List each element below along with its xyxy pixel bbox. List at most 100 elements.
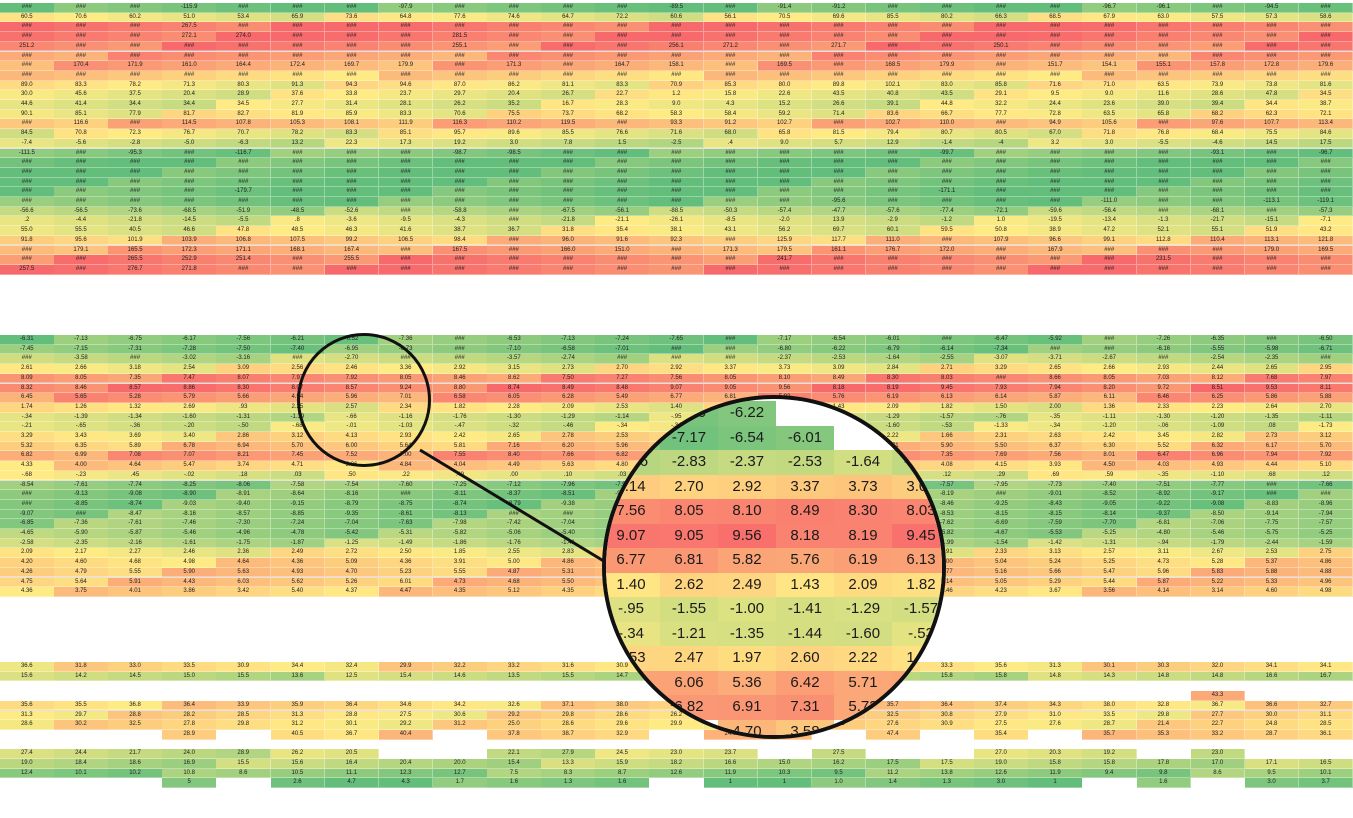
table-cell[interactable]: 6.96 xyxy=(1190,451,1246,462)
table-cell[interactable]: 172.0 xyxy=(920,245,975,256)
table-cell[interactable]: 22.7 xyxy=(595,90,650,100)
table-cell[interactable] xyxy=(162,691,217,701)
table-cell[interactable]: 55.0 xyxy=(0,226,55,236)
table-cell[interactable]: 168.5 xyxy=(865,61,921,71)
table-cell[interactable]: 28.5 xyxy=(1298,720,1353,730)
table-cell[interactable] xyxy=(1082,681,1137,692)
table-cell[interactable]: ### xyxy=(270,264,326,275)
table-cell[interactable]: 8.46 xyxy=(432,373,488,384)
table-cell[interactable]: 15.6 xyxy=(270,759,326,769)
table-cell[interactable]: -116.7 xyxy=(216,148,272,159)
table-cell[interactable]: 76.6 xyxy=(595,129,650,139)
table-cell[interactable] xyxy=(108,729,163,740)
table-cell[interactable]: 8.05 xyxy=(1082,373,1137,384)
table-cell[interactable]: 2.00 xyxy=(1028,402,1083,413)
table-cell[interactable]: -1.31 xyxy=(216,412,272,423)
table-cell[interactable]: -7.95 xyxy=(974,480,1029,491)
table-cell[interactable]: -6.3 xyxy=(216,138,272,149)
table-cell[interactable]: ### xyxy=(378,41,434,52)
table-cell[interactable]: 15.5 xyxy=(216,759,272,769)
table-cell[interactable]: 5.37 xyxy=(1244,558,1300,568)
table-cell[interactable]: -3.02 xyxy=(162,354,217,365)
table-cell[interactable]: -89.5 xyxy=(649,3,705,13)
table-cell[interactable]: 58.4 xyxy=(703,109,759,120)
table-cell[interactable]: -8.11 xyxy=(432,490,488,500)
table-cell[interactable]: 27.4 xyxy=(0,749,55,759)
table-cell[interactable]: -7.30 xyxy=(216,519,272,529)
table-cell[interactable]: 65.8 xyxy=(757,129,813,139)
table-cell[interactable]: ### xyxy=(541,3,596,13)
table-cell[interactable]: ### xyxy=(432,167,488,178)
table-cell[interactable]: 65.8 xyxy=(1136,109,1192,120)
table-cell[interactable]: ### xyxy=(1298,354,1353,365)
table-cell[interactable]: 93.3 xyxy=(649,119,705,130)
table-cell[interactable] xyxy=(378,749,434,759)
table-cell[interactable] xyxy=(270,681,326,692)
table-cell[interactable]: 2.73 xyxy=(541,364,596,374)
table-cell[interactable]: 5.09 xyxy=(324,558,380,568)
table-cell[interactable]: 73.9 xyxy=(1190,80,1246,91)
table-cell[interactable]: -9.03 xyxy=(162,499,217,510)
table-cell[interactable]: 31.3 xyxy=(1028,662,1083,672)
table-cell[interactable]: ### xyxy=(703,148,759,159)
table-cell[interactable]: 89.6 xyxy=(487,129,542,139)
table-cell[interactable]: ### xyxy=(541,197,596,207)
table-cell[interactable]: ### xyxy=(1028,70,1083,81)
table-cell[interactable]: 10.5 xyxy=(270,768,326,779)
table-cell[interactable]: ### xyxy=(974,70,1029,81)
table-cell[interactable]: 60.2 xyxy=(108,12,163,23)
table-cell[interactable]: -8.85 xyxy=(270,509,326,520)
table-cell[interactable]: ### xyxy=(1082,177,1137,188)
table-cell[interactable]: -8.14 xyxy=(1082,509,1137,520)
table-cell[interactable]: ### xyxy=(162,70,217,81)
table-cell[interactable] xyxy=(54,691,109,701)
table-cell[interactable]: -88.5 xyxy=(649,206,705,217)
table-cell[interactable]: 5.62 xyxy=(270,577,326,588)
table-cell[interactable]: ### xyxy=(541,41,596,52)
table-cell[interactable]: ### xyxy=(108,3,163,13)
table-cell[interactable]: ### xyxy=(595,158,650,168)
table-cell[interactable]: 17.0 xyxy=(1190,759,1246,769)
table-cell[interactable] xyxy=(487,739,542,750)
table-cell[interactable]: 3.43 xyxy=(54,432,109,442)
table-cell[interactable] xyxy=(1136,739,1192,750)
table-cell[interactable]: 28.8 xyxy=(108,710,163,721)
table-cell[interactable]: 59.2 xyxy=(757,109,813,120)
table-cell[interactable]: ### xyxy=(974,373,1029,384)
table-cell[interactable]: ### xyxy=(1190,32,1246,42)
table-cell[interactable] xyxy=(1190,739,1246,750)
table-cell[interactable]: -56.4 xyxy=(1082,206,1137,217)
table-cell[interactable]: 3.14 xyxy=(1190,587,1246,597)
table-cell[interactable]: 6.99 xyxy=(54,451,109,462)
table-cell[interactable]: 1.82 xyxy=(920,402,975,413)
table-cell[interactable]: -1.29 xyxy=(541,412,596,423)
table-cell[interactable]: 8.49 xyxy=(811,373,867,384)
table-cell[interactable]: -5.5 xyxy=(216,216,272,227)
table-cell[interactable]: -21.1 xyxy=(595,216,650,227)
table-cell[interactable]: ### xyxy=(649,158,705,168)
table-cell[interactable]: -50.3 xyxy=(703,206,759,217)
table-cell[interactable]: ### xyxy=(595,32,650,42)
table-cell[interactable]: 179.6 xyxy=(1298,61,1353,71)
table-cell[interactable] xyxy=(1028,681,1083,692)
table-cell[interactable]: ### xyxy=(595,264,650,275)
table-cell[interactable]: 2.83 xyxy=(541,548,596,559)
table-cell[interactable]: 8.30 xyxy=(216,383,272,394)
table-cell[interactable]: 113.4 xyxy=(1298,119,1353,130)
table-cell[interactable]: 30.2 xyxy=(54,720,109,730)
table-cell[interactable]: -2.0 xyxy=(757,216,813,227)
table-cell[interactable]: ### xyxy=(432,255,488,265)
table-cell[interactable]: 1 xyxy=(757,778,813,789)
table-cell[interactable]: -7.57 xyxy=(1298,519,1353,529)
table-cell[interactable]: -7.94 xyxy=(1298,509,1353,520)
table-cell[interactable]: ### xyxy=(865,187,921,197)
table-cell[interactable]: -7.70 xyxy=(1082,519,1137,529)
table-cell[interactable]: ### xyxy=(595,167,650,178)
table-cell[interactable]: 13.5 xyxy=(487,671,542,682)
table-cell[interactable]: ### xyxy=(1028,148,1083,159)
table-cell[interactable]: 19.2 xyxy=(432,138,488,149)
table-cell[interactable]: ### xyxy=(811,158,867,168)
table-cell[interactable]: 5.50 xyxy=(541,577,596,588)
table-cell[interactable]: 1.6 xyxy=(487,778,542,789)
table-cell[interactable]: ### xyxy=(162,197,217,207)
